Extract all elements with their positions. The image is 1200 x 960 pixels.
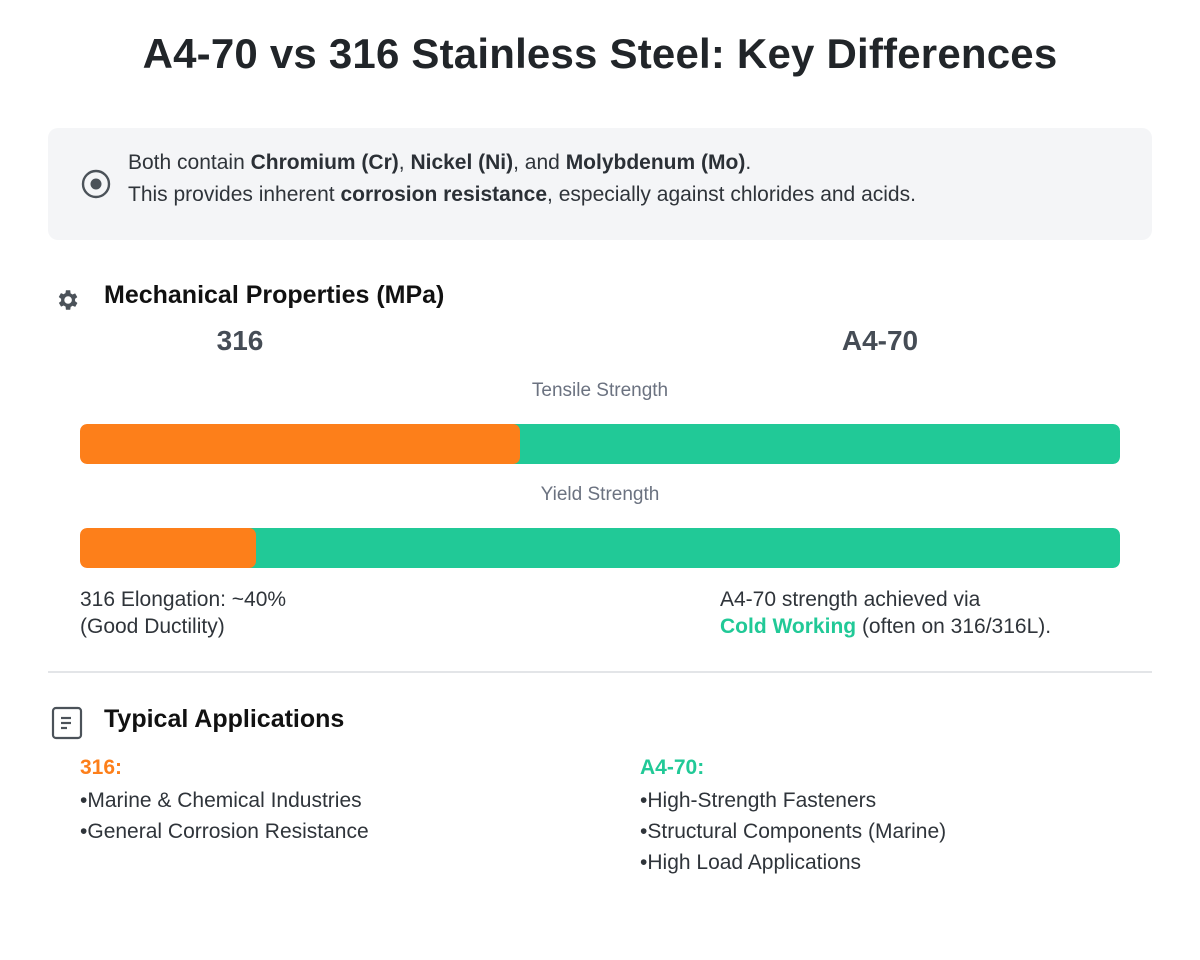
list-item: General Corrosion Resistance <box>80 816 368 847</box>
section-divider <box>48 671 1152 673</box>
column-316: 316 <box>216 325 264 356</box>
list-item: High-Strength Fasteners <box>640 785 946 816</box>
page-title: A4-70 vs 316 Stainless Steel: Key Differ… <box>142 30 1058 77</box>
tensile-a4-segment <box>511 424 1120 464</box>
yield-316-segment <box>80 528 256 568</box>
applications-316-list: Marine & Chemical Industries General Cor… <box>80 785 369 847</box>
column-a4-70: A4-70 <box>841 325 919 356</box>
target-icon <box>81 169 111 199</box>
gear-icon <box>58 290 78 310</box>
composition-note: Both contain Chromium (Cr), Nickel (Ni),… <box>48 128 1152 240</box>
applications-title: Typical Applications <box>104 705 345 733</box>
list-item: High Load Applications <box>640 847 946 878</box>
note-text: Both contain Chromium (Cr), Nickel (Ni),… <box>128 151 916 206</box>
applications-a4-heading: A4-70: <box>640 756 705 779</box>
tensile-label: Tensile Strength <box>531 380 669 401</box>
tensile-316-segment <box>80 424 520 464</box>
yield-a4-segment <box>247 528 1120 568</box>
elongation-note: 316 Elongation: ~40% (Good Ductility) <box>80 588 287 638</box>
molybdenum-label: Molybdenum (Mo) <box>565 151 746 174</box>
list-item: Structural Components (Marine) <box>640 816 946 847</box>
yield-bar <box>80 528 1120 568</box>
mechanical-title: Mechanical Properties (MPa) <box>104 281 445 309</box>
document-icon <box>51 706 83 740</box>
applications-a4-list: High-Strength Fasteners Structural Compo… <box>640 785 946 878</box>
cold-working-note: A4-70 strength achieved via Cold Working… <box>720 588 1052 638</box>
tensile-bar <box>80 424 1120 464</box>
nickel-label: Nickel (Ni) <box>410 151 514 174</box>
chromium-label: Chromium (Cr) <box>250 151 399 174</box>
list-item: Marine & Chemical Industries <box>80 785 369 816</box>
cold-working-label: Cold Working <box>720 615 857 638</box>
yield-label: Yield Strength <box>540 484 660 505</box>
applications-316-heading: 316: <box>80 756 123 779</box>
corrosion-label: corrosion resistance <box>340 183 548 206</box>
